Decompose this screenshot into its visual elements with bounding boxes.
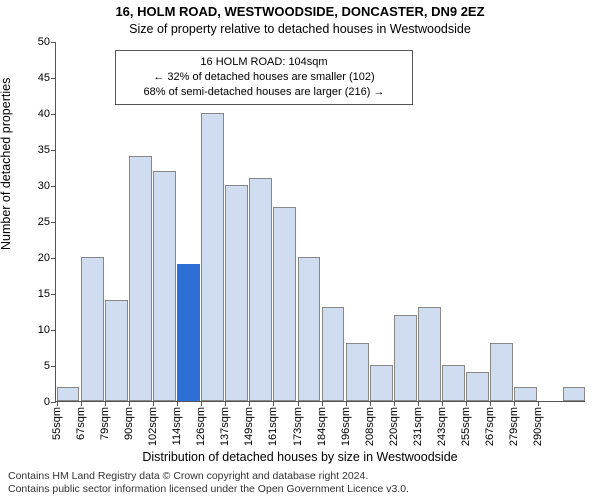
histogram-bar xyxy=(563,387,586,401)
histogram-bar xyxy=(442,365,465,401)
x-tick-mark xyxy=(81,401,82,406)
histogram-bar xyxy=(249,178,272,401)
x-tick-label: 243sqm xyxy=(436,407,448,446)
histogram-bar xyxy=(81,257,104,401)
y-tick-mark xyxy=(51,42,56,43)
x-tick-mark xyxy=(418,401,419,406)
footer-line2: Contains public sector information licen… xyxy=(8,483,409,496)
x-tick-label: 79sqm xyxy=(99,407,111,440)
histogram-bar xyxy=(201,113,224,401)
x-tick-label: 102sqm xyxy=(147,407,159,446)
x-tick-label: 184sqm xyxy=(316,407,328,446)
y-tick-label: 5 xyxy=(44,360,50,372)
y-tick-label: 10 xyxy=(38,324,50,336)
annotation-line1: 16 HOLM ROAD: 104sqm xyxy=(124,55,404,70)
x-tick-label: 161sqm xyxy=(267,407,279,446)
y-tick-label: 0 xyxy=(44,396,50,408)
x-tick-label: 55sqm xyxy=(51,407,63,440)
footer-line1: Contains HM Land Registry data © Crown c… xyxy=(8,470,409,483)
y-tick-label: 45 xyxy=(38,72,50,84)
y-tick-mark xyxy=(51,78,56,79)
x-tick-label: 290sqm xyxy=(532,407,544,446)
x-tick-label: 196sqm xyxy=(340,407,352,446)
x-tick-mark xyxy=(442,401,443,406)
x-tick-mark xyxy=(153,401,154,406)
histogram-bar xyxy=(490,343,513,401)
histogram-bar xyxy=(394,315,417,401)
x-tick-label: 173sqm xyxy=(292,407,304,446)
y-tick-mark xyxy=(51,402,56,403)
annotation-box: 16 HOLM ROAD: 104sqm ← 32% of detached h… xyxy=(115,50,413,105)
x-tick-mark xyxy=(129,401,130,406)
y-tick-mark xyxy=(51,114,56,115)
footer-text: Contains HM Land Registry data © Crown c… xyxy=(8,470,409,496)
y-tick-mark xyxy=(51,294,56,295)
x-tick-label: 255sqm xyxy=(460,407,472,446)
chart-container: 16, HOLM ROAD, WESTWOODSIDE, DONCASTER, … xyxy=(0,0,600,500)
x-tick-label: 149sqm xyxy=(243,407,255,446)
x-tick-mark xyxy=(346,401,347,406)
y-tick-mark xyxy=(51,366,56,367)
histogram-bar xyxy=(322,307,345,401)
x-tick-mark xyxy=(225,401,226,406)
y-tick-label: 50 xyxy=(38,36,50,48)
histogram-bar xyxy=(57,387,80,401)
y-tick-mark xyxy=(51,222,56,223)
y-tick-mark xyxy=(51,186,56,187)
histogram-bar xyxy=(418,307,441,401)
y-tick-mark xyxy=(51,330,56,331)
x-tick-label: 231sqm xyxy=(412,407,424,446)
histogram-bar xyxy=(370,365,393,401)
x-tick-label: 220sqm xyxy=(388,407,400,446)
x-tick-mark xyxy=(57,401,58,406)
histogram-bar xyxy=(346,343,369,401)
histogram-bar-highlight xyxy=(177,264,200,401)
x-tick-label: 208sqm xyxy=(364,407,376,446)
x-tick-mark xyxy=(490,401,491,406)
x-tick-label: 90sqm xyxy=(123,407,135,440)
y-tick-label: 25 xyxy=(38,216,50,228)
x-tick-mark xyxy=(105,401,106,406)
x-tick-mark xyxy=(370,401,371,406)
y-tick-mark xyxy=(51,258,56,259)
y-tick-label: 20 xyxy=(38,252,50,264)
chart-title: 16, HOLM ROAD, WESTWOODSIDE, DONCASTER, … xyxy=(0,4,600,19)
x-tick-mark xyxy=(538,401,539,406)
annotation-line3: 68% of semi-detached houses are larger (… xyxy=(124,85,404,100)
y-axis-label: Number of detached properties xyxy=(0,78,13,250)
histogram-bar xyxy=(298,257,321,401)
histogram-bar xyxy=(225,185,248,401)
x-tick-mark xyxy=(394,401,395,406)
y-tick-label: 30 xyxy=(38,180,50,192)
histogram-bar xyxy=(129,156,152,401)
x-tick-label: 114sqm xyxy=(171,407,183,445)
annotation-line2: ← 32% of detached houses are smaller (10… xyxy=(124,70,404,85)
x-tick-label: 137sqm xyxy=(219,407,231,446)
histogram-bar xyxy=(273,207,296,401)
x-tick-mark xyxy=(298,401,299,406)
x-tick-mark xyxy=(514,401,515,406)
y-tick-mark xyxy=(51,150,56,151)
x-tick-mark xyxy=(322,401,323,406)
y-tick-label: 40 xyxy=(38,108,50,120)
x-tick-mark xyxy=(466,401,467,406)
histogram-bar xyxy=(466,372,489,401)
x-tick-mark xyxy=(201,401,202,406)
x-tick-label: 279sqm xyxy=(508,407,520,446)
y-tick-label: 15 xyxy=(38,288,50,300)
x-tick-mark xyxy=(177,401,178,406)
histogram-bar xyxy=(514,387,537,401)
x-tick-mark xyxy=(273,401,274,406)
y-tick-label: 35 xyxy=(38,144,50,156)
histogram-bar xyxy=(153,171,176,401)
histogram-bar xyxy=(105,300,128,401)
x-tick-label: 267sqm xyxy=(484,407,496,446)
x-tick-label: 67sqm xyxy=(75,407,87,440)
x-tick-label: 126sqm xyxy=(195,407,207,446)
chart-subtitle: Size of property relative to detached ho… xyxy=(0,22,600,36)
x-axis-label: Distribution of detached houses by size … xyxy=(0,450,600,464)
x-tick-mark xyxy=(249,401,250,406)
